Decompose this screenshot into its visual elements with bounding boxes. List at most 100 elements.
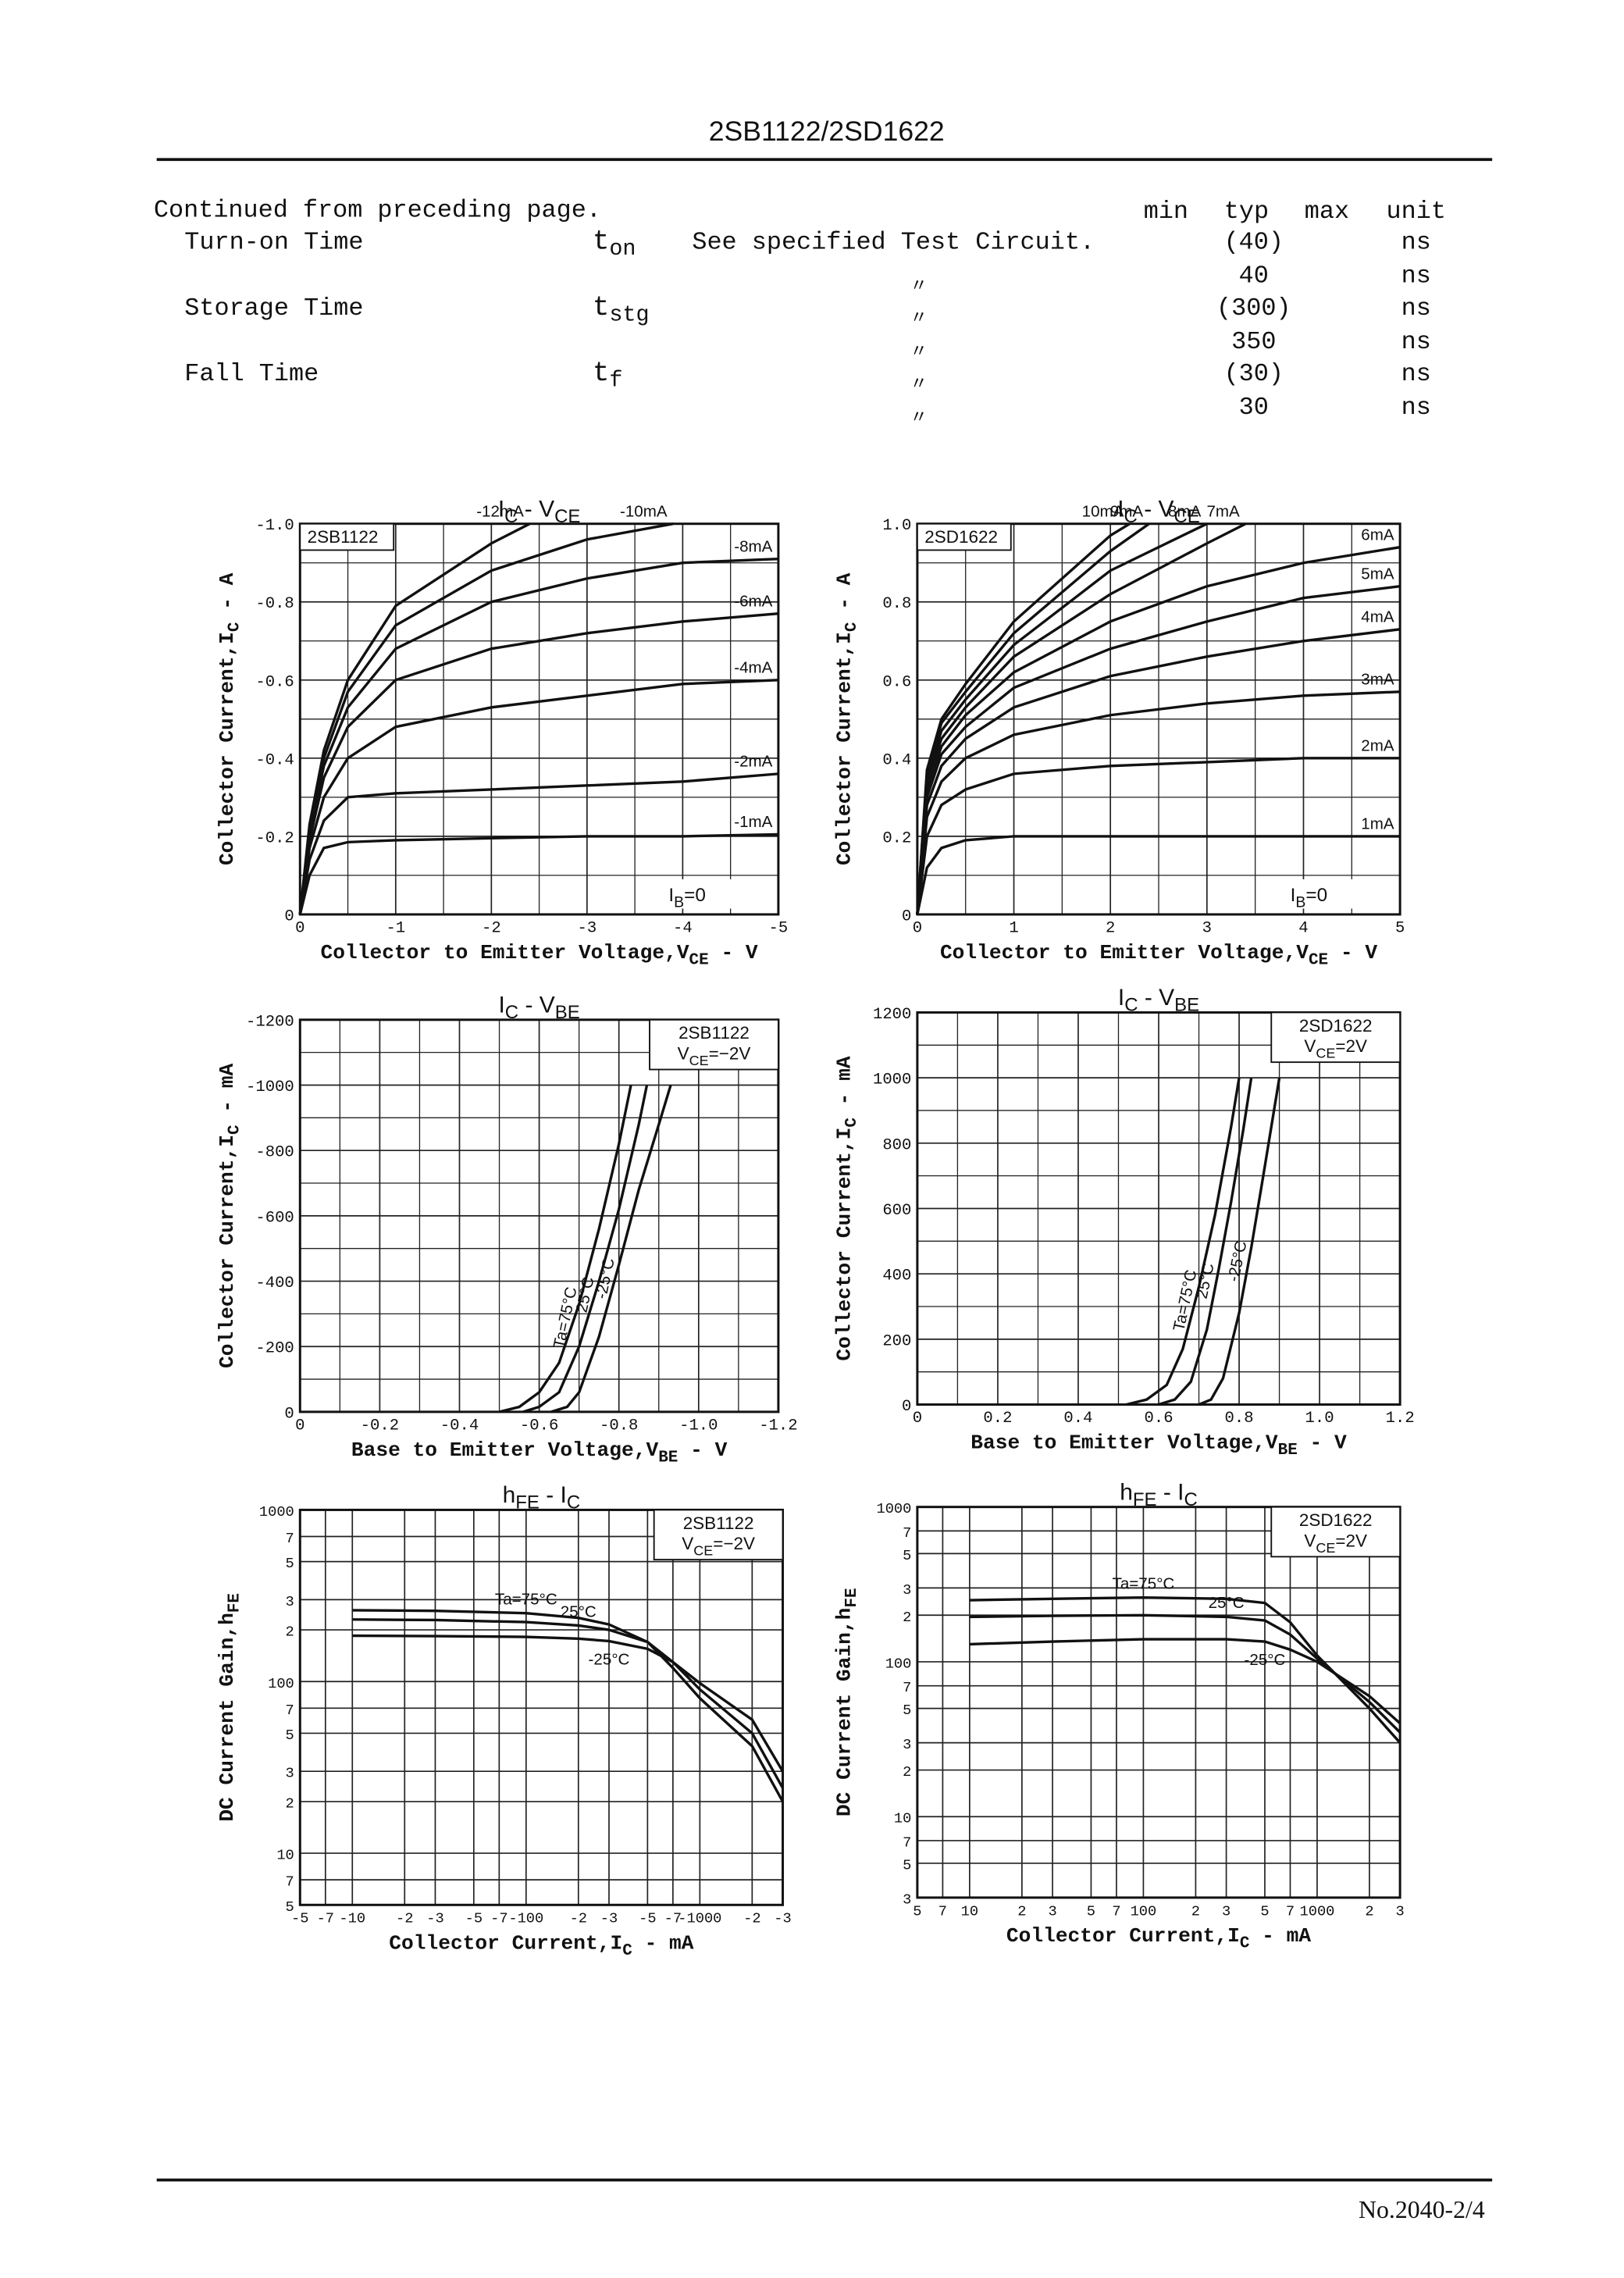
text-part: V	[1304, 1036, 1316, 1056]
x-tick-label: -1000	[678, 1910, 721, 1927]
y-tick-label: 1000	[876, 1500, 911, 1517]
typ-value: 350	[1231, 327, 1276, 356]
x-tick-label: -5	[291, 1910, 308, 1927]
y-tick-label: -0.6	[255, 673, 294, 691]
text-part: - mA	[833, 1056, 857, 1118]
x-tick-label: 0	[913, 919, 922, 937]
device-label: 2SB1122	[678, 1023, 750, 1043]
device-label: 2SB1122	[683, 1513, 754, 1533]
plot-frame	[298, 1018, 780, 1414]
text-part: I	[498, 496, 504, 522]
subscript: CE	[693, 1543, 713, 1559]
y-axis-label: DC Current Gain,hFE	[215, 1593, 244, 1822]
y-tick-label: 7	[286, 1873, 294, 1891]
curve-label: -10mA	[620, 502, 668, 520]
y-tick-label: 3	[903, 1891, 911, 1908]
y-tick-label: 7	[903, 1679, 911, 1696]
x-tick-label: -3	[774, 1910, 791, 1927]
symbol: tstg	[593, 291, 650, 327]
x-tick-label: 5	[1087, 1902, 1095, 1920]
text-part: - mA	[215, 1063, 239, 1125]
info-box	[299, 522, 395, 551]
y-tick-label: 2	[903, 1763, 911, 1781]
subscript: C	[843, 622, 861, 633]
plot-frame	[298, 1508, 785, 1906]
y-tick-label: -0.2	[255, 829, 294, 847]
text-part: =0	[684, 885, 706, 906]
text-part: Base to Emitter Voltage,V	[351, 1438, 659, 1462]
subscript: CE	[554, 506, 580, 527]
y-tick-label: 0.4	[882, 751, 911, 769]
text-part: t	[593, 225, 609, 257]
x-tick-label: -3	[426, 1910, 443, 1927]
text-part: Collector to Emitter Voltage,V	[940, 941, 1309, 964]
y-tick-label: 0.2	[882, 829, 911, 847]
text-part: - V	[709, 941, 758, 964]
curve	[1126, 1077, 1241, 1406]
curve-label: -12mA	[476, 502, 524, 520]
x-tick-label: -0.8	[600, 1417, 638, 1435]
parameter: Turn-on Time	[184, 227, 363, 256]
curve	[298, 832, 778, 915]
curve-label: 5mA	[1361, 565, 1394, 583]
y-tick-label: 800	[882, 1136, 911, 1154]
subscript: CE	[1316, 1046, 1335, 1061]
text-part: I	[1117, 496, 1124, 522]
x-tick-label: 2	[1191, 1902, 1200, 1920]
curve	[969, 1638, 1401, 1725]
x-tick-label: -2	[570, 1910, 587, 1927]
x-axis-label: Collector Current,IC - mA	[389, 1931, 693, 1959]
text-part: Collector Current,I	[833, 632, 857, 865]
x-tick-label: 3	[1048, 1902, 1056, 1920]
curve	[522, 1085, 649, 1414]
y-tick-label: 2	[286, 1624, 294, 1641]
curve	[969, 1613, 1401, 1734]
text-part: I	[1291, 885, 1296, 906]
text-part: - A	[215, 572, 239, 622]
y-tick-label: 2	[903, 1609, 911, 1626]
x-tick-label: -7	[317, 1910, 334, 1927]
x-tick-label: -2	[396, 1910, 413, 1927]
curve	[298, 612, 779, 915]
curve-label: -25°C	[592, 1257, 618, 1301]
y-tick-label: 5	[903, 1856, 911, 1873]
subscript: FE	[843, 1588, 861, 1607]
curve-label: 2mA	[1361, 736, 1394, 754]
y-axis-label: Collector Current,IC - mA	[215, 1063, 244, 1367]
x-tick-label: -10	[339, 1910, 365, 1927]
y-axis-label: Collector Current,IC - A	[215, 572, 244, 865]
curve	[298, 679, 778, 915]
curve	[1158, 1077, 1253, 1406]
chart-title: IC - VBE	[1118, 985, 1199, 1015]
y-tick-label: 0.6	[882, 673, 911, 691]
x-tick-label: -1	[386, 919, 405, 937]
subscript: C	[622, 1942, 632, 1960]
subscript: FE	[226, 1593, 244, 1613]
x-tick-label: 2	[1365, 1902, 1373, 1920]
y-tick-label: 0	[284, 907, 294, 925]
text-part: =−2V	[713, 1534, 755, 1553]
text-part: Collector Current,I	[215, 632, 239, 865]
curve-label: 9mA	[1110, 502, 1144, 520]
parameter: Storage Time	[184, 294, 363, 323]
x-tick-label: -5	[639, 1910, 656, 1927]
y-tick-label: 0.8	[882, 595, 911, 613]
x-tick-label: 7	[1112, 1902, 1120, 1920]
column-header: typ	[1224, 197, 1269, 226]
x-tick-label: 10	[961, 1902, 978, 1920]
curve-label: Ta=75°C	[495, 1591, 557, 1609]
subscript: CE	[689, 1053, 709, 1068]
y-axis-label: DC Current Gain,hFE	[833, 1588, 861, 1816]
y-tick-label: 7	[903, 1524, 911, 1542]
y-tick-label: 100	[268, 1675, 294, 1692]
x-tick-label: -4	[673, 919, 693, 937]
y-tick-label: 1000	[873, 1071, 911, 1089]
x-axis-label: Collector to Emitter Voltage,VCE - V	[321, 941, 758, 969]
text-part: t	[593, 357, 609, 389]
text-part: - V	[518, 992, 555, 1018]
text-part: h	[503, 1482, 516, 1508]
subscript: C	[1124, 995, 1138, 1016]
curve	[499, 1085, 632, 1414]
plot-frame	[916, 1011, 1401, 1406]
info-box	[1270, 1011, 1401, 1064]
